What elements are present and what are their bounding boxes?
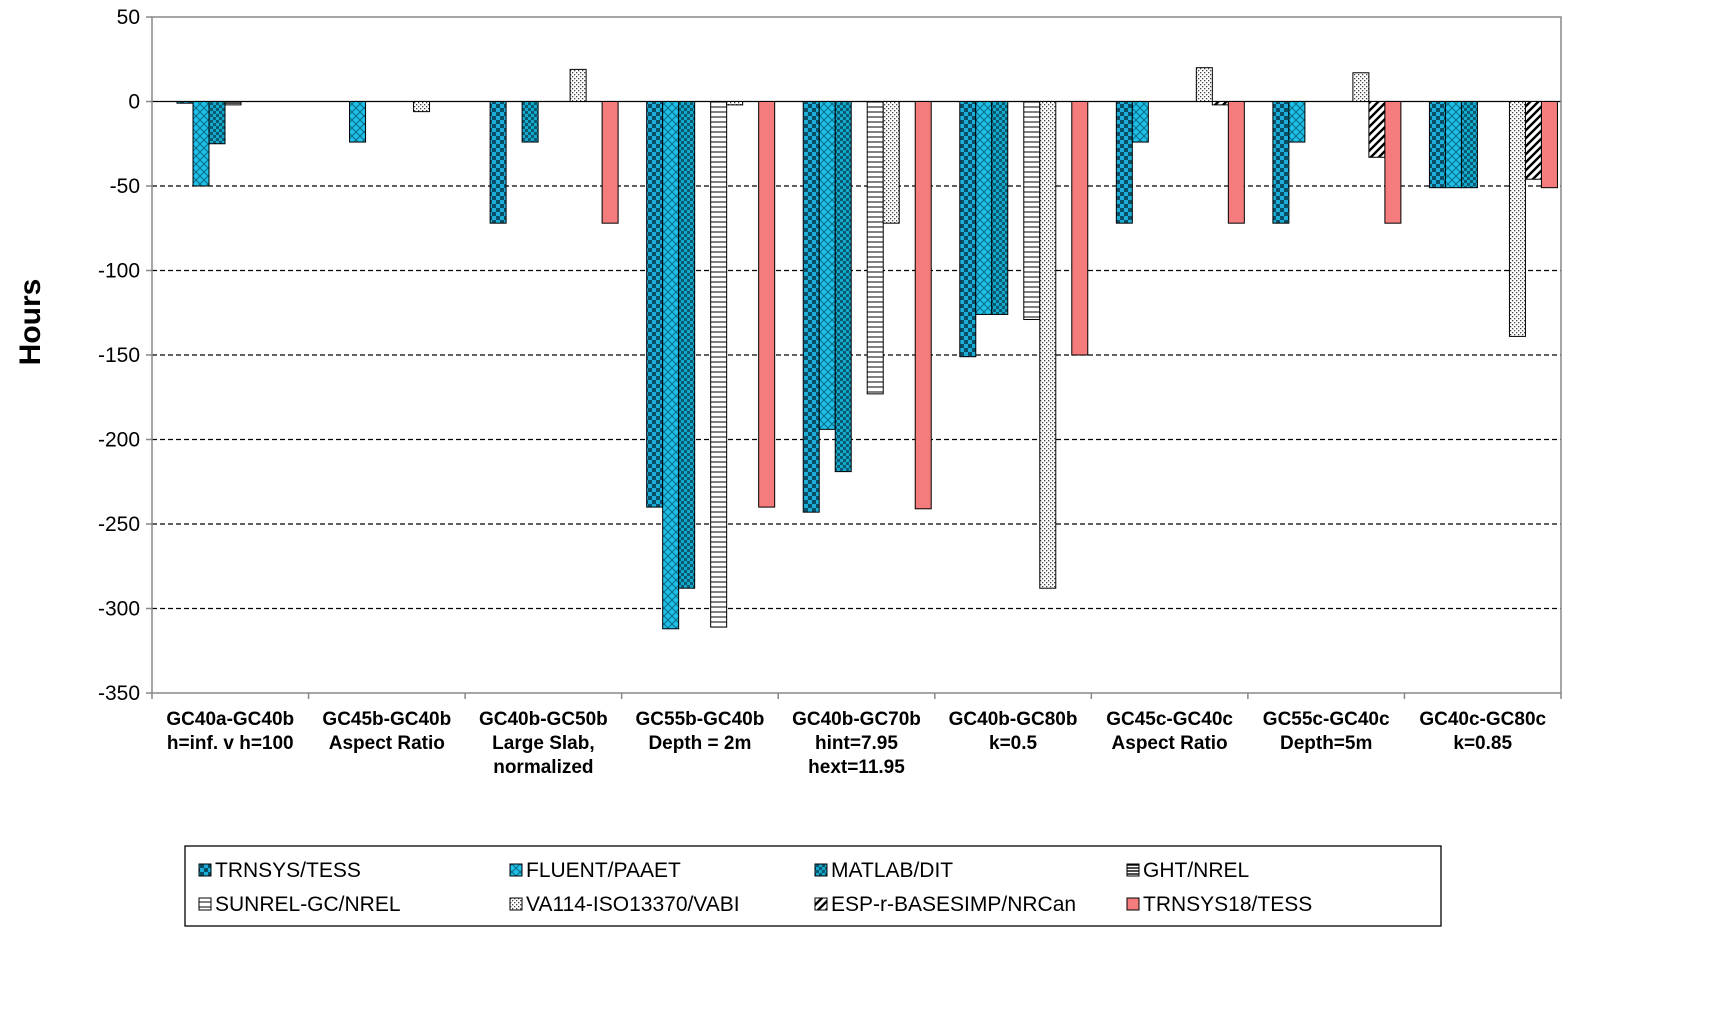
x-category-label: h=inf. v h=100 [167,733,294,754]
bar-va114-iso13370-vabi-1 [413,101,431,113]
x-category-label: k=0.5 [989,733,1038,754]
bar-trnsys18-tess-3 [758,101,776,508]
bar-sunrel-gc-nrel-4 [866,101,884,395]
x-category-label: GC55c-GC40c [1263,709,1390,730]
x-category-label: GC55b-GC40b [636,709,765,730]
legend-box [184,845,1442,927]
x-category-label: GC40a-GC40b [166,709,294,730]
x-category-label: Large Slab, [492,733,594,754]
y-tick-label: -250 [98,513,140,536]
legend-swatch [814,863,828,877]
x-category-label: GC40b-GC50b [479,709,608,730]
x-category-label: normalized [493,757,593,778]
legend-label: TRNSYS/TESS [215,859,361,882]
legend-label: VA114-ISO13370/VABI [526,893,740,916]
x-category-label: Aspect Ratio [329,733,445,754]
x-category-label: Depth = 2m [648,733,751,754]
x-category-label: Depth=5m [1280,733,1372,754]
bar-matlab-dit-0 [208,101,226,145]
legend-swatch [509,863,523,877]
bar-sunrel-gc-nrel-5 [1023,101,1041,321]
bar-va114-iso13370-vabi-4 [882,101,900,224]
bar-trnsys-tess-3 [646,101,664,508]
x-category-label: k=0.85 [1453,733,1512,754]
x-category-label: GC45c-GC40c [1106,709,1233,730]
bar-trnsys18-tess-6 [1227,101,1245,224]
y-tick-label: -150 [98,344,140,367]
legend-label: SUNREL-GC/NREL [215,893,401,916]
bar-matlab-dit-8 [1460,101,1478,189]
bar-trnsys-tess-5 [959,101,977,358]
bar-va114-iso13370-vabi-8 [1508,101,1526,337]
bar-trnsys18-tess-4 [914,101,932,510]
legend: TRNSYS/TESS FLUENT/PAAET MATLAB/DIT GHT/NRE… [184,845,1442,927]
bar-trnsys18-tess-2 [601,101,619,224]
y-tick-label: 50 [117,6,140,29]
bar-sunrel-gc-nrel-3 [710,101,728,628]
bar-trnsys-tess-8 [1428,101,1446,189]
x-category-label: GC45b-GC40b [322,709,451,730]
x-category-label: hext=11.95 [808,757,905,778]
legend-label: TRNSYS18/TESS [1143,893,1312,916]
axes [146,16,1562,699]
legend-label: ESP-r-BASESIMP/NRCan [831,893,1076,916]
bar-fluent-paaet-3 [662,101,680,630]
bar-va114-iso13370-vabi-2 [569,68,587,102]
x-category-label: GC40c-GC80c [1419,709,1546,730]
legend-swatch [198,863,212,877]
legend-swatch [198,897,212,911]
x-category-label: GC40b-GC80b [949,709,1078,730]
bar-trnsys18-tess-8 [1540,101,1558,189]
bar-esp-r-basesimp-nrcan-7 [1368,101,1386,158]
bar-trnsys-tess-7 [1272,101,1290,224]
bar-esp-r-basesimp-nrcan-8 [1524,101,1542,180]
bar-va114-iso13370-vabi-6 [1195,67,1213,102]
y-tick-label: 0 [128,91,140,114]
legend-label: FLUENT/PAAET [526,859,681,882]
bar-va114-iso13370-vabi-5 [1039,101,1057,589]
bar-fluent-paaet-1 [349,101,367,143]
bar-va114-iso13370-vabi-7 [1352,72,1370,102]
legend-swatch [509,897,523,911]
x-category-label: Aspect Ratio [1112,733,1228,754]
bar-ght-nrel-0 [224,101,242,106]
bar-trnsys-tess-0 [176,101,194,104]
x-category-labels: GC40a-GC40b h=inf. v h=100 GC45b-GC40b Aspe… [166,709,1546,778]
bar-trnsys-tess-2 [489,101,507,224]
x-category-label: GC40b-GC70b [792,709,921,730]
bar-matlab-dit-4 [834,101,852,473]
bar-matlab-dit-5 [991,101,1009,315]
bars [176,67,1558,630]
bar-trnsys18-tess-7 [1384,101,1402,224]
y-axis-title: Hours [14,279,47,366]
x-category-label: hint=7.95 [815,733,898,754]
bar-trnsys-tess-4 [802,101,820,513]
bar-matlab-dit-3 [678,101,696,589]
y-tick-label: -300 [98,598,140,621]
bar-va114-iso13370-vabi-3 [726,101,744,106]
legend-label: MATLAB/DIT [831,859,953,882]
y-tick-label: -350 [98,682,140,705]
gridlines [152,100,1561,610]
bar-fluent-paaet-6 [1131,101,1149,143]
bar-fluent-paaet-5 [975,101,993,315]
bar-trnsys-tess-6 [1115,101,1133,224]
bar-matlab-dit-2 [521,101,539,143]
legend-swatch [1126,897,1140,911]
y-tick-label: -200 [98,429,140,452]
y-tick-labels: 50 0 -50 -100 -150 -200 -250 -300 -350 [98,6,140,705]
bar-fluent-paaet-4 [818,101,836,430]
bar-trnsys18-tess-5 [1071,101,1089,356]
bar-fluent-paaet-0 [192,101,210,187]
legend-label: GHT/NREL [1143,859,1249,882]
legend-swatch [814,897,828,911]
bar-fluent-paaet-8 [1444,101,1462,189]
y-tick-label: -50 [110,175,140,198]
y-tick-label: -100 [98,260,140,283]
legend-swatch [1126,863,1140,877]
bar-esp-r-basesimp-nrcan-6 [1211,101,1229,106]
bar-fluent-paaet-7 [1288,101,1306,143]
